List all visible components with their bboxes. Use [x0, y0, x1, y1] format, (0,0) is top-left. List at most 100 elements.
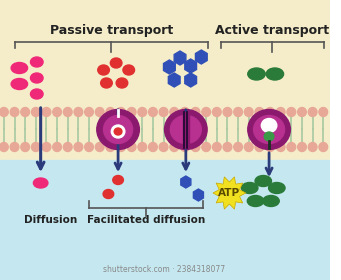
- Ellipse shape: [21, 108, 30, 116]
- Ellipse shape: [104, 116, 133, 144]
- Ellipse shape: [266, 143, 275, 151]
- Ellipse shape: [254, 116, 284, 144]
- Ellipse shape: [123, 65, 135, 75]
- Ellipse shape: [0, 108, 8, 116]
- Bar: [0, 160, 330, 280]
- Ellipse shape: [234, 108, 242, 116]
- Ellipse shape: [138, 143, 147, 151]
- Ellipse shape: [30, 57, 43, 67]
- Ellipse shape: [180, 143, 189, 151]
- Text: Passive transport: Passive transport: [50, 24, 173, 36]
- Ellipse shape: [85, 143, 93, 151]
- Ellipse shape: [110, 58, 122, 68]
- Ellipse shape: [159, 108, 168, 116]
- Ellipse shape: [74, 108, 83, 116]
- Ellipse shape: [276, 108, 285, 116]
- Ellipse shape: [74, 143, 83, 151]
- Ellipse shape: [263, 195, 279, 207]
- Polygon shape: [193, 189, 204, 201]
- Ellipse shape: [117, 108, 125, 116]
- Ellipse shape: [170, 116, 201, 144]
- Text: Diffusion: Diffusion: [24, 215, 77, 225]
- Polygon shape: [185, 59, 196, 73]
- Ellipse shape: [149, 143, 157, 151]
- Ellipse shape: [308, 143, 317, 151]
- Ellipse shape: [264, 132, 274, 141]
- Ellipse shape: [165, 109, 207, 150]
- Ellipse shape: [101, 78, 112, 88]
- Ellipse shape: [191, 143, 200, 151]
- Ellipse shape: [234, 143, 242, 151]
- Ellipse shape: [95, 108, 104, 116]
- Ellipse shape: [287, 108, 296, 116]
- Ellipse shape: [63, 108, 72, 116]
- Ellipse shape: [33, 178, 48, 188]
- Ellipse shape: [266, 68, 284, 80]
- Ellipse shape: [247, 195, 264, 207]
- Ellipse shape: [53, 143, 61, 151]
- Ellipse shape: [21, 143, 30, 151]
- Ellipse shape: [170, 143, 179, 151]
- Ellipse shape: [248, 109, 291, 150]
- Ellipse shape: [63, 143, 72, 151]
- Ellipse shape: [202, 108, 210, 116]
- Ellipse shape: [298, 143, 306, 151]
- Ellipse shape: [261, 118, 277, 132]
- Ellipse shape: [149, 108, 157, 116]
- Ellipse shape: [30, 89, 43, 99]
- Ellipse shape: [138, 108, 147, 116]
- Ellipse shape: [287, 143, 296, 151]
- Ellipse shape: [98, 65, 109, 75]
- Ellipse shape: [308, 108, 317, 116]
- Polygon shape: [168, 73, 180, 87]
- Ellipse shape: [298, 108, 306, 116]
- Ellipse shape: [106, 143, 115, 151]
- Ellipse shape: [31, 108, 40, 116]
- Bar: [183, 111, 189, 148]
- Ellipse shape: [180, 108, 189, 116]
- Ellipse shape: [10, 143, 19, 151]
- Ellipse shape: [244, 143, 253, 151]
- Ellipse shape: [31, 143, 40, 151]
- Text: Active transport: Active transport: [216, 24, 329, 36]
- Ellipse shape: [202, 143, 210, 151]
- Ellipse shape: [111, 125, 125, 138]
- Polygon shape: [213, 177, 246, 209]
- Ellipse shape: [276, 143, 285, 151]
- Ellipse shape: [170, 108, 179, 116]
- Text: ATP: ATP: [218, 188, 240, 198]
- Ellipse shape: [255, 108, 264, 116]
- Ellipse shape: [30, 73, 43, 83]
- Ellipse shape: [116, 78, 128, 88]
- Ellipse shape: [266, 108, 275, 116]
- Ellipse shape: [255, 176, 271, 186]
- Ellipse shape: [10, 108, 19, 116]
- Ellipse shape: [248, 68, 265, 80]
- Ellipse shape: [0, 143, 8, 151]
- Ellipse shape: [255, 143, 264, 151]
- Ellipse shape: [53, 108, 61, 116]
- Ellipse shape: [114, 128, 122, 135]
- Polygon shape: [195, 50, 207, 64]
- Ellipse shape: [241, 183, 258, 193]
- Ellipse shape: [103, 190, 114, 199]
- Ellipse shape: [11, 78, 28, 90]
- Ellipse shape: [42, 108, 51, 116]
- Ellipse shape: [159, 143, 168, 151]
- Ellipse shape: [117, 143, 125, 151]
- Text: Facilitated diffusion: Facilitated diffusion: [87, 215, 205, 225]
- Polygon shape: [185, 73, 196, 87]
- Ellipse shape: [269, 183, 285, 193]
- Ellipse shape: [319, 108, 328, 116]
- Ellipse shape: [223, 143, 232, 151]
- Polygon shape: [174, 51, 186, 65]
- Text: shutterstock.com · 2384318077: shutterstock.com · 2384318077: [103, 265, 226, 274]
- Bar: [0, 0, 330, 160]
- Ellipse shape: [42, 143, 51, 151]
- Ellipse shape: [191, 108, 200, 116]
- Ellipse shape: [85, 108, 93, 116]
- Ellipse shape: [113, 176, 123, 185]
- Ellipse shape: [95, 143, 104, 151]
- Ellipse shape: [127, 108, 136, 116]
- Ellipse shape: [212, 143, 221, 151]
